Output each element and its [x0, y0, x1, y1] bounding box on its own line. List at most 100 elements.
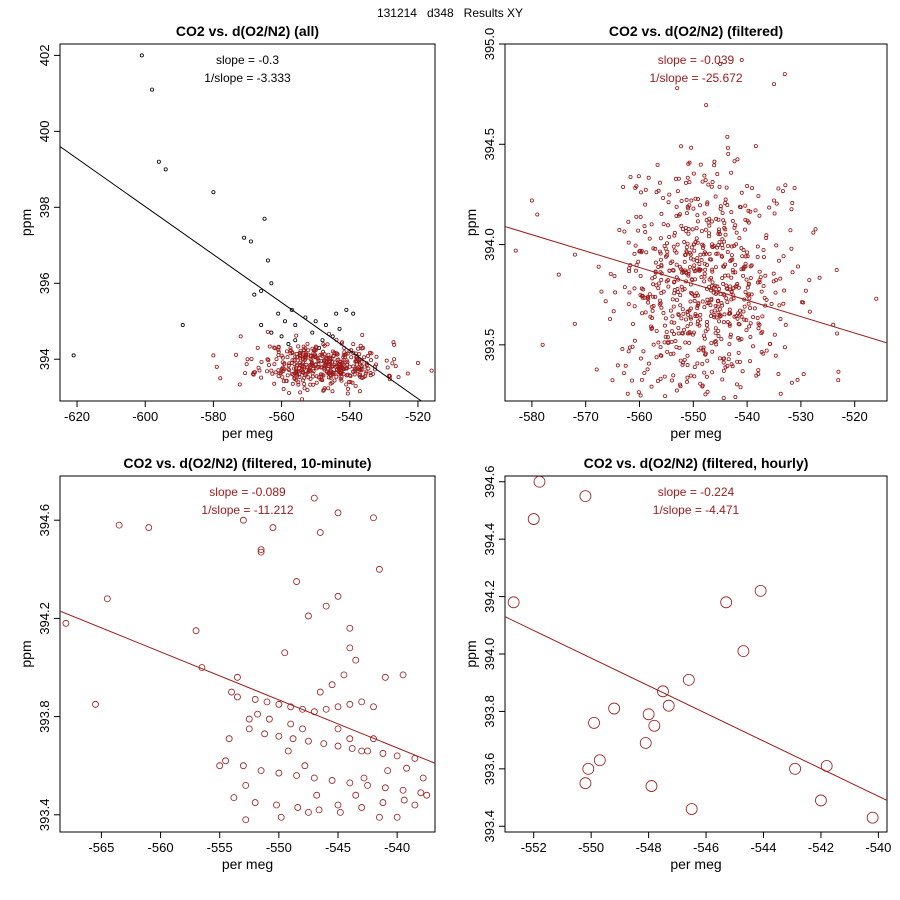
data-point — [801, 372, 806, 377]
data-point — [755, 316, 760, 321]
data-point — [762, 295, 767, 300]
data-point — [400, 796, 408, 804]
data-point — [836, 378, 841, 383]
data-point — [346, 700, 354, 708]
data-point — [579, 777, 592, 790]
data-point — [419, 774, 427, 782]
data-point — [739, 246, 744, 251]
data-point — [693, 314, 698, 319]
data-point — [275, 732, 283, 740]
regression-line — [60, 146, 422, 401]
data-point — [700, 446, 703, 449]
data-point — [874, 296, 879, 301]
data-point — [214, 364, 219, 369]
data-point — [370, 703, 377, 711]
data-point — [710, 280, 715, 285]
data-point — [642, 708, 655, 721]
data-point — [310, 774, 318, 782]
data-point — [718, 314, 723, 319]
data-point — [376, 813, 383, 821]
data-point — [306, 352, 311, 357]
data-point — [326, 370, 331, 375]
data-point — [686, 206, 691, 211]
data-point — [659, 262, 664, 267]
data-point — [230, 794, 238, 802]
data-point — [328, 681, 336, 689]
data-point — [305, 808, 312, 816]
data-point — [686, 273, 691, 278]
data-point — [661, 289, 666, 294]
data-point — [313, 791, 321, 799]
data-point — [662, 244, 667, 249]
data-point — [763, 273, 768, 278]
data-point — [688, 373, 693, 378]
data-point — [720, 596, 733, 609]
data-point — [707, 277, 712, 282]
data-point — [582, 762, 595, 775]
data-point — [813, 227, 818, 232]
data-point — [393, 752, 401, 760]
data-point — [727, 352, 732, 357]
data-point — [322, 367, 327, 372]
data-point — [374, 354, 379, 359]
y-tick-label: 395.0 — [482, 28, 497, 61]
data-point — [322, 705, 330, 713]
data-point — [710, 267, 715, 272]
data-point — [340, 671, 348, 679]
data-point — [688, 316, 693, 321]
data-point — [314, 374, 319, 379]
data-point — [709, 309, 714, 314]
data-point — [725, 300, 730, 305]
data-point — [654, 355, 659, 360]
data-point — [759, 289, 764, 294]
data-point — [301, 370, 306, 375]
data-point — [789, 380, 794, 385]
data-point — [675, 287, 680, 292]
data-point — [239, 762, 247, 770]
x-tick-label: -550 — [680, 409, 706, 424]
x-axis-label: per meg — [670, 856, 721, 872]
data-point — [384, 358, 389, 363]
data-point — [608, 702, 621, 715]
data-point — [773, 290, 778, 295]
data-point — [638, 393, 643, 398]
data-point — [687, 308, 692, 313]
data-point — [328, 777, 336, 784]
data-point — [358, 698, 366, 706]
data-point — [646, 300, 651, 305]
data-point — [279, 366, 284, 371]
data-point — [733, 270, 738, 275]
data-point — [272, 345, 277, 350]
data-point — [374, 362, 379, 367]
data-point — [654, 283, 659, 288]
data-point — [651, 282, 656, 287]
data-point — [417, 789, 425, 797]
data-point — [657, 302, 662, 307]
data-point — [588, 717, 600, 729]
data-point — [737, 236, 742, 241]
data-point — [273, 801, 280, 809]
data-point — [685, 353, 690, 358]
data-point — [777, 303, 782, 308]
data-point — [669, 378, 674, 383]
y-tick-label: 394.0 — [482, 638, 497, 671]
data-point — [682, 357, 687, 362]
data-point — [608, 271, 613, 276]
data-point — [757, 213, 762, 218]
data-point — [370, 735, 377, 743]
data-point — [706, 234, 711, 239]
data-point — [743, 261, 748, 266]
data-point — [714, 342, 719, 347]
data-point — [298, 348, 303, 353]
data-point — [736, 350, 741, 355]
data-point — [302, 386, 307, 391]
data-point — [715, 172, 720, 177]
data-point — [729, 253, 734, 258]
data-point — [341, 372, 346, 377]
data-point — [282, 361, 287, 366]
data-point — [603, 299, 608, 304]
data-point — [288, 351, 293, 356]
data-point — [789, 246, 794, 251]
data-point — [764, 235, 769, 240]
data-point — [685, 331, 690, 336]
